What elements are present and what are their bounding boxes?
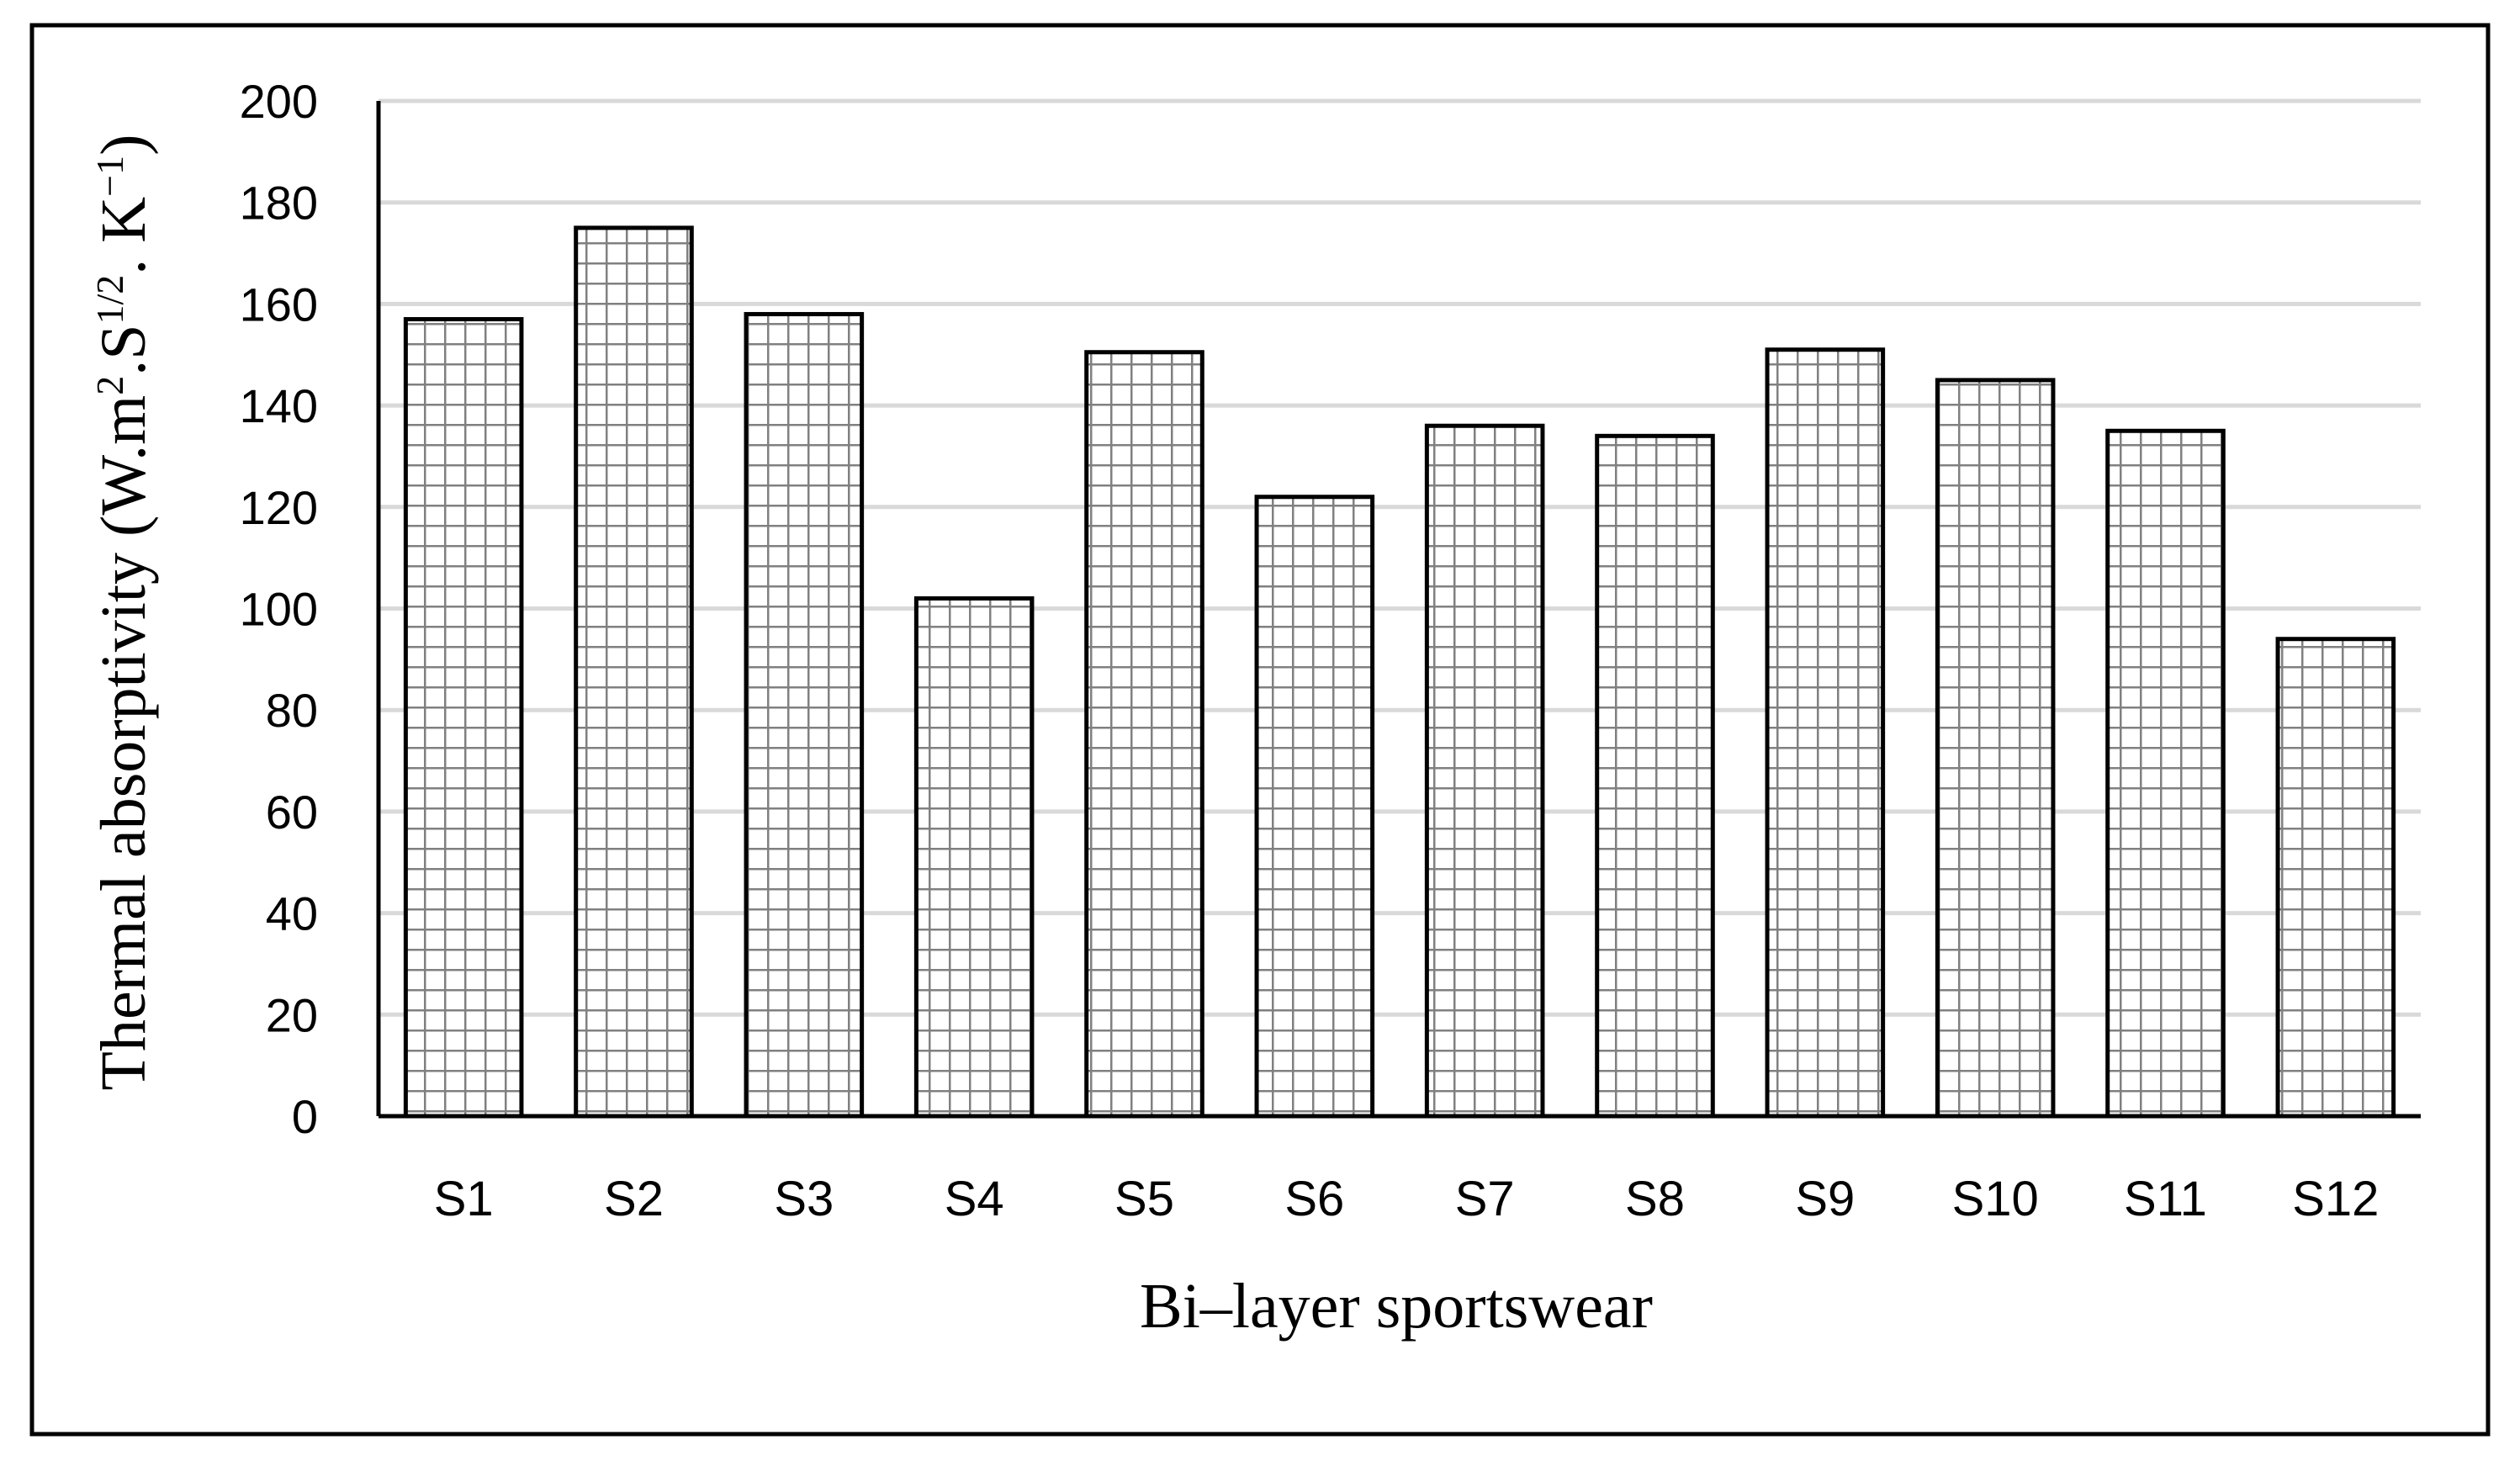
bar-s10 [1935, 378, 2056, 1119]
y-tick-label: 0 [292, 1090, 318, 1143]
bar-s6 [1254, 495, 1375, 1119]
y-axis-title-end: ) [88, 135, 159, 156]
y-tick-label: 60 [266, 786, 318, 839]
y-tick-label: 120 [240, 481, 318, 534]
x-tick-labels: S1 S2 S3 S4 S5 S6 S7 S8 S9 S10 S11 S12 [434, 1172, 2380, 1226]
y-tick-label: 40 [266, 887, 318, 940]
bar-s3 [744, 311, 865, 1119]
x-tick-label: S11 [2124, 1172, 2207, 1226]
bar-s12 [2275, 637, 2396, 1119]
x-axis-title: Bi–layer sportswear [1140, 1271, 1653, 1342]
x-tick-label: S12 [2292, 1172, 2379, 1226]
y-tick-label: 20 [266, 988, 318, 1041]
x-tick-label: S5 [1114, 1172, 1174, 1226]
y-axis-title: Thermal absorptivity (W.m2.S1/2. K−1) [88, 135, 159, 1091]
bar-s11 [2105, 428, 2226, 1119]
y-tick-label: 180 [240, 177, 318, 230]
x-tick-label: S1 [434, 1172, 494, 1226]
bar-s1 [403, 317, 524, 1119]
x-tick-label: S10 [1952, 1172, 2039, 1226]
x-tick-label: S4 [945, 1172, 1004, 1226]
axes [376, 101, 2421, 1119]
x-tick-label: S6 [1284, 1172, 1344, 1226]
y-axis-title-exp2: 1/2 [88, 275, 131, 325]
x-tick-label: S2 [604, 1172, 664, 1226]
x-tick-label: S7 [1455, 1172, 1515, 1226]
gridlines [379, 98, 2421, 1017]
y-axis-title-main: Thermal absorptivity (W.m [88, 395, 159, 1091]
y-tick-label: 160 [240, 278, 318, 331]
bar-s5 [1084, 350, 1204, 1119]
y-tick-label: 100 [240, 583, 318, 636]
bar-s9 [1765, 347, 1886, 1119]
y-tick-label: 80 [266, 684, 318, 737]
y-axis-title-exp1: 2 [88, 376, 131, 395]
bar-s8 [1595, 433, 1715, 1119]
y-tick-labels: 0 20 40 60 80 100 120 140 160 180 200 [240, 75, 318, 1143]
bar-s2 [574, 225, 694, 1119]
bar-s7 [1424, 423, 1545, 1119]
x-tick-label: S9 [1795, 1172, 1855, 1226]
x-tick-label: S3 [774, 1172, 834, 1226]
y-tick-label: 140 [240, 379, 318, 432]
y-axis-title-mid2: . K [88, 197, 159, 275]
bar-s4 [913, 596, 1035, 1119]
y-tick-label: 200 [240, 75, 318, 128]
y-axis-title-exp3: −1 [88, 156, 131, 197]
y-axis-title-mid1: .S [88, 324, 159, 375]
x-tick-label: S8 [1625, 1172, 1685, 1226]
